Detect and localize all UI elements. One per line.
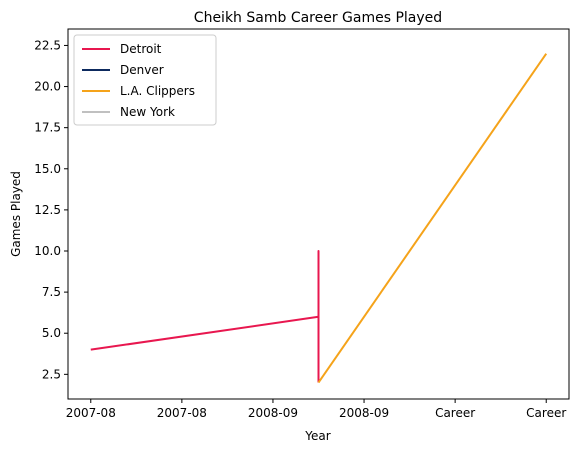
y-axis-label: Games Played: [9, 171, 23, 257]
series-line-2: [317, 53, 548, 384]
legend-box: [73, 34, 217, 126]
legend-entry: Denver: [120, 63, 164, 77]
legend-entry: Detroit: [120, 42, 162, 56]
y-axis: 2.5 5.0 7.5 10.0 12.5 15.0 17.5 20.0 22.5: [34, 38, 68, 381]
y-tick-label: 20.0: [34, 80, 61, 94]
y-tick-label: 12.5: [34, 203, 61, 217]
x-tick-label: 2008-09: [339, 406, 389, 420]
legend-entry: L.A. Clippers: [120, 84, 195, 98]
x-tick-label: 2008-09: [248, 406, 298, 420]
y-tick-label: 2.5: [42, 367, 61, 381]
y-tick-label: 15.0: [34, 162, 61, 176]
y-tick-label: 7.5: [42, 285, 61, 299]
x-tick-label: 2007-08: [66, 406, 116, 420]
y-tick-label: 22.5: [34, 38, 61, 52]
series-layer: [90, 53, 548, 384]
y-tick-label: 10.0: [34, 244, 61, 258]
legend: Detroit Denver L.A. Clippers New York: [73, 34, 217, 126]
x-axis: 2007-08 2007-08 2008-09 2008-09 Career Career: [66, 399, 566, 420]
chart-title: Cheikh Samb Career Games Played: [194, 10, 442, 26]
x-tick-label: 2007-08: [157, 406, 207, 420]
y-tick-label: 5.0: [42, 326, 61, 340]
x-tick-label: Career: [526, 406, 566, 420]
x-tick-label: Career: [435, 406, 475, 420]
legend-entry: New York: [120, 105, 175, 119]
series-line-0: [90, 250, 320, 383]
x-axis-label: Year: [304, 429, 330, 443]
plot-frame: [67, 28, 570, 400]
y-tick-label: 17.5: [34, 121, 61, 135]
